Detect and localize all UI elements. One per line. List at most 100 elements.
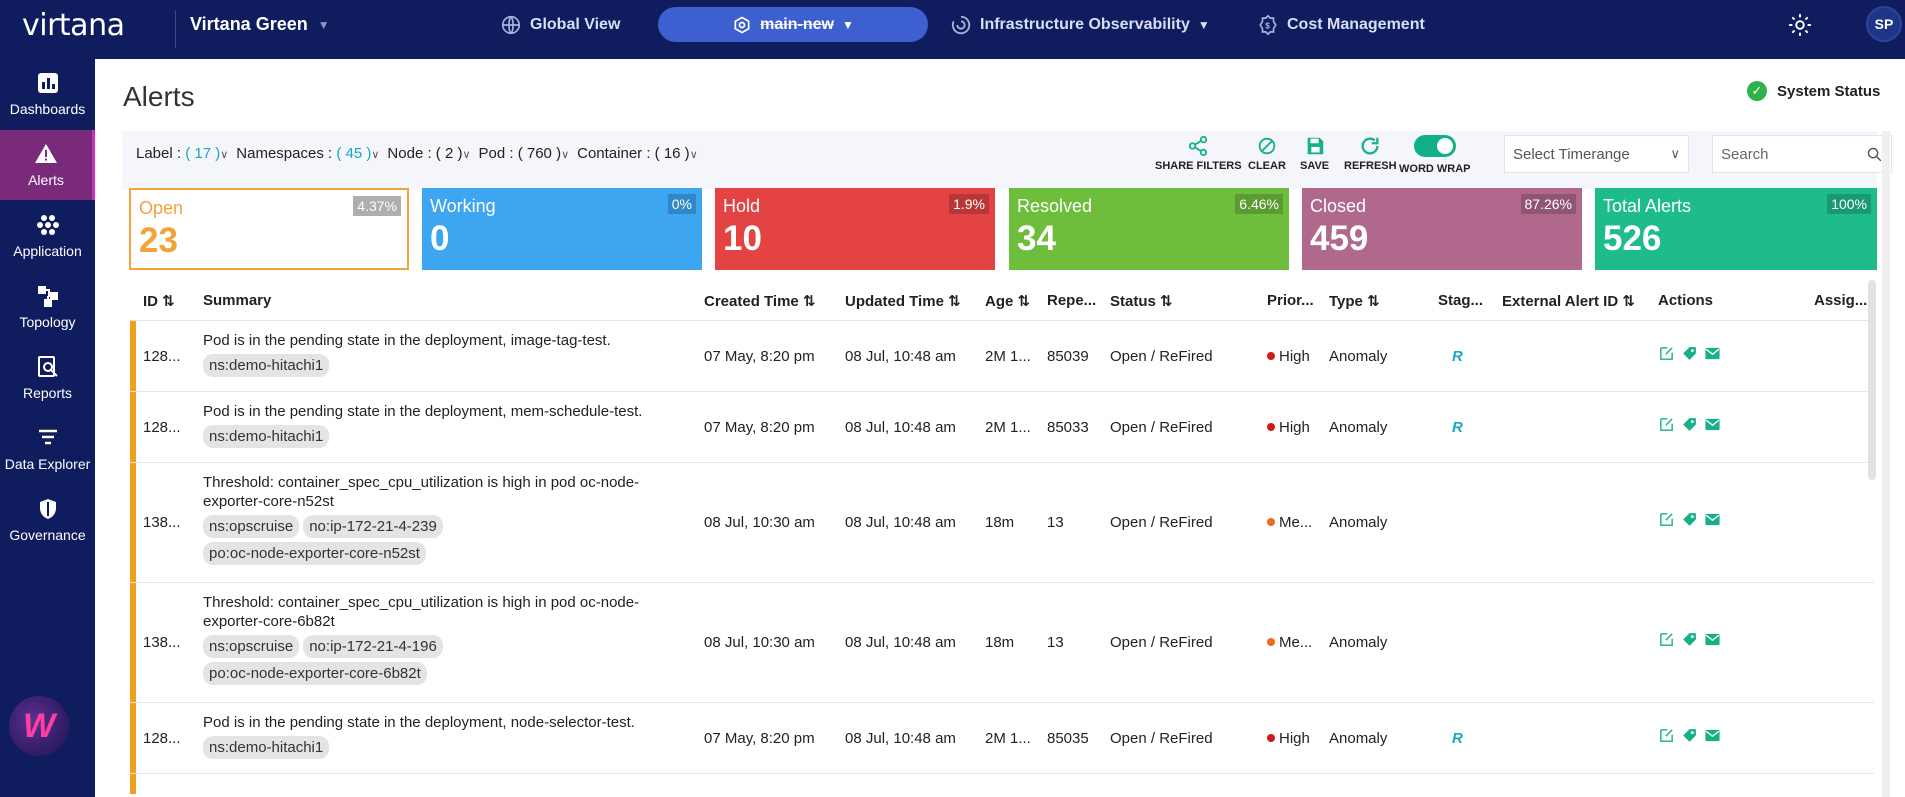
- tag-chip[interactable]: ns:opscruise: [203, 635, 300, 658]
- status-card-hold[interactable]: Hold 10 1.9%: [715, 188, 995, 270]
- sidebar: Dashboards Alerts Application Topology R…: [0, 59, 95, 797]
- avatar[interactable]: SP: [1866, 6, 1902, 42]
- table-row[interactable]: 138... Threshold: container_spec_cpu_uti…: [130, 583, 1874, 703]
- col-summary[interactable]: Summary: [203, 292, 272, 309]
- nav-global-view-label: Global View: [530, 16, 621, 33]
- filter-pod[interactable]: Pod : ( 760 )∨: [479, 145, 570, 162]
- cell-id: 128...: [143, 348, 181, 365]
- observability-icon: [951, 15, 971, 35]
- context-selector[interactable]: main-new ▼: [658, 7, 928, 42]
- tag-chip[interactable]: ns:demo-hitachi1: [203, 354, 330, 377]
- sidebar-item-dashboards[interactable]: Dashboards: [0, 59, 95, 129]
- col-type[interactable]: Type ⇅: [1329, 292, 1380, 310]
- tag-icon[interactable]: [1681, 511, 1698, 528]
- clear-button[interactable]: CLEAR: [1248, 135, 1286, 172]
- nav-global-view[interactable]: Global View: [500, 14, 620, 36]
- table-row[interactable]: 128... Pod is in the pending state in th…: [130, 392, 1874, 463]
- edit-icon[interactable]: [1658, 631, 1675, 648]
- system-status[interactable]: ✓ System Status: [1747, 81, 1880, 101]
- edit-icon[interactable]: [1658, 727, 1675, 744]
- mail-icon[interactable]: [1704, 511, 1721, 528]
- timerange-placeholder: Select Timerange: [1513, 146, 1630, 163]
- timerange-select[interactable]: Select Timerange ∨: [1504, 135, 1689, 173]
- col-status[interactable]: Status ⇅: [1110, 292, 1173, 310]
- refresh-button[interactable]: REFRESH: [1344, 135, 1397, 172]
- col-assignee[interactable]: Assig...: [1814, 292, 1868, 309]
- col-created[interactable]: Created Time ⇅: [704, 292, 816, 310]
- sidebar-item-topology[interactable]: Topology: [0, 272, 95, 342]
- col-external-label: External Alert ID: [1502, 293, 1619, 310]
- tag-icon[interactable]: [1681, 416, 1698, 433]
- mail-icon[interactable]: [1704, 727, 1721, 744]
- col-id[interactable]: ID ⇅: [143, 292, 175, 310]
- sidebar-item-application[interactable]: Application: [0, 201, 95, 271]
- edit-icon[interactable]: [1658, 416, 1675, 433]
- status-card-working[interactable]: Working 0 0%: [422, 188, 702, 270]
- col-repeat[interactable]: Repe...: [1047, 292, 1097, 309]
- table-scrollbar[interactable]: [1868, 280, 1876, 480]
- save-icon: [1307, 137, 1323, 155]
- status-card-resolved[interactable]: Resolved 34 6.46%: [1009, 188, 1289, 270]
- sidebar-item-data-explorer[interactable]: Data Explorer: [0, 414, 95, 484]
- tag-chip[interactable]: ns:opscruise: [203, 515, 300, 538]
- tag-icon[interactable]: [1681, 727, 1698, 744]
- mail-icon[interactable]: [1704, 416, 1721, 433]
- tag-chip[interactable]: po:oc-node-exporter-core-n52st: [203, 542, 426, 565]
- save-button[interactable]: SAVE: [1300, 135, 1329, 172]
- word-wrap-toggle[interactable]: WORD WRAP: [1399, 135, 1471, 175]
- gear-icon[interactable]: [1787, 12, 1813, 38]
- table-row[interactable]: 128... Pod is in the pending state in th…: [130, 703, 1874, 774]
- sidebar-item-alerts[interactable]: Alerts: [0, 130, 95, 200]
- tag-icon[interactable]: [1681, 345, 1698, 362]
- tag-chip[interactable]: no:ip-172-21-4-196: [303, 635, 443, 658]
- tag-chip[interactable]: ns:demo-hitachi1: [203, 736, 330, 759]
- edit-icon[interactable]: [1658, 511, 1675, 528]
- status-card-total[interactable]: Total Alerts 526 100%: [1595, 188, 1877, 270]
- tag-chip[interactable]: ns:demo-hitachi1: [203, 425, 330, 448]
- priority-dot: [1267, 734, 1275, 742]
- card-percent: 6.46%: [1235, 194, 1283, 214]
- filter-label[interactable]: Label : ( 17 )∨: [136, 145, 228, 162]
- sidebar-item-label: Topology: [19, 314, 76, 330]
- nav-infrastructure[interactable]: Infrastructure Observability ▼: [950, 14, 1210, 36]
- shield-icon: [39, 499, 56, 519]
- filter-container[interactable]: Container : ( 16 )∨: [577, 145, 698, 162]
- search-input[interactable]: Search: [1712, 135, 1892, 173]
- status-card-closed[interactable]: Closed 459 87.26%: [1302, 188, 1582, 270]
- nav-cost-management[interactable]: $ Cost Management: [1257, 14, 1425, 36]
- col-age[interactable]: Age ⇅: [985, 292, 1030, 310]
- virtana-brand-icon[interactable]: W: [9, 696, 69, 756]
- share-filters-button[interactable]: SHARE FILTERS: [1155, 135, 1242, 172]
- hexagons-icon: [36, 215, 59, 235]
- filter-namespaces[interactable]: Namespaces : ( 45 )∨: [236, 145, 379, 162]
- card-percent: 0%: [667, 194, 696, 214]
- severity-bar: [130, 774, 136, 794]
- table-row[interactable]: [130, 774, 1874, 794]
- edit-icon[interactable]: [1658, 345, 1675, 362]
- status-card-open[interactable]: Open 23 4.37%: [129, 188, 409, 270]
- severity-bar: [130, 321, 136, 391]
- cell-age: 2M 1...: [985, 730, 1031, 747]
- col-updated[interactable]: Updated Time ⇅: [845, 292, 961, 310]
- tag-chip[interactable]: po:oc-node-exporter-core-6b82t: [203, 662, 427, 685]
- col-stage[interactable]: Stag...: [1438, 292, 1484, 309]
- sidebar-item-governance[interactable]: Governance: [0, 485, 95, 555]
- chevron-down-icon: ▼: [1197, 18, 1210, 32]
- col-external-id[interactable]: External Alert ID ⇅: [1502, 292, 1635, 310]
- word-wrap-switch[interactable]: [1413, 135, 1456, 157]
- mail-icon[interactable]: [1704, 345, 1721, 362]
- tag-chip[interactable]: no:ip-172-21-4-239: [303, 515, 443, 538]
- table-row[interactable]: 128... Pod is in the pending state in th…: [130, 321, 1874, 392]
- tag-icon[interactable]: [1681, 631, 1698, 648]
- org-selector[interactable]: Virtana Green ▼: [190, 14, 330, 35]
- cell-summary: Threshold: container_spec_cpu_utilizatio…: [203, 593, 663, 685]
- filter-node[interactable]: Node : ( 2 )∨: [387, 145, 470, 162]
- table-row[interactable]: 138... Threshold: container_spec_cpu_uti…: [130, 463, 1874, 583]
- svg-text:$: $: [1265, 22, 1270, 31]
- col-age-label: Age: [985, 293, 1014, 310]
- sidebar-item-reports[interactable]: Reports: [0, 343, 95, 413]
- virtana-logo[interactable]: virtana: [22, 8, 125, 43]
- col-priority[interactable]: Prior...: [1267, 292, 1314, 309]
- scrollbar-track[interactable]: [1882, 131, 1890, 797]
- mail-icon[interactable]: [1704, 631, 1721, 648]
